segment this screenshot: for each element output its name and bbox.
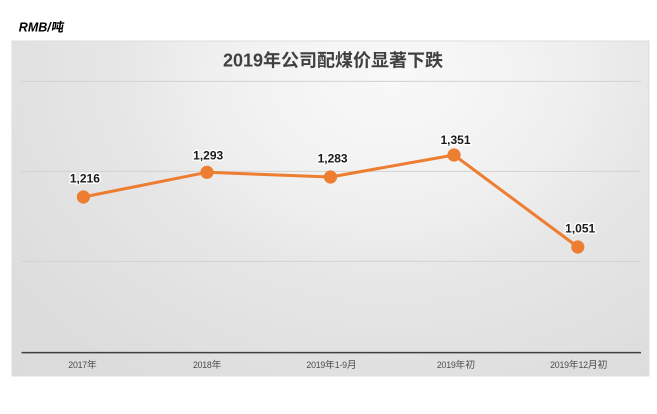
svg-text:2019: 2019 — [223, 51, 263, 71]
svg-text:2018: 2018 — [193, 360, 212, 370]
svg-text:2017: 2017 — [68, 360, 87, 370]
svg-text:2019: 2019 — [550, 360, 569, 370]
svg-text:1,351: 1,351 — [440, 133, 470, 147]
svg-text:1,293: 1,293 — [193, 149, 223, 163]
svg-text:12: 12 — [579, 360, 589, 370]
svg-text:1,216: 1,216 — [70, 172, 100, 186]
svg-text:RMB/: RMB/ — [19, 21, 52, 35]
svg-text:1,283: 1,283 — [318, 151, 348, 165]
svg-text:2019: 2019 — [437, 360, 456, 370]
svg-text:2019: 2019 — [306, 360, 325, 370]
svg-text:1,051: 1,051 — [565, 222, 595, 236]
svg-text:1,051: 1,051 — [565, 222, 595, 236]
svg-text:1,351: 1,351 — [440, 133, 470, 147]
svg-text:1,293: 1,293 — [193, 149, 223, 163]
svg-text:1,216: 1,216 — [70, 172, 100, 186]
svg-text:1,283: 1,283 — [318, 151, 348, 165]
svg-text:1-9: 1-9 — [335, 360, 347, 370]
